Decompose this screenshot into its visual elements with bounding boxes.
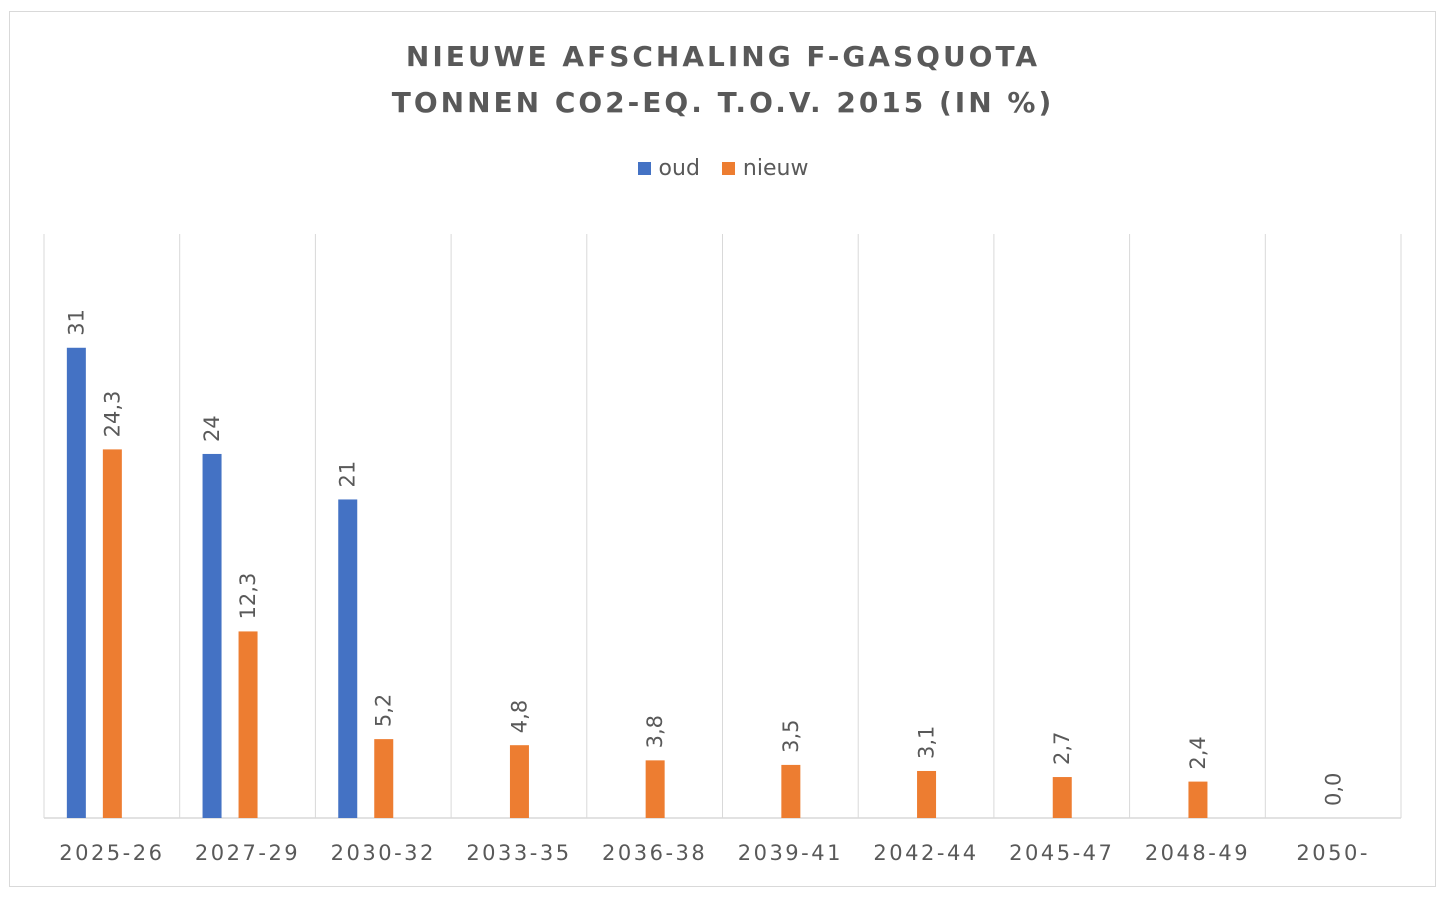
bar-nieuw-2033-35 — [509, 745, 529, 818]
x-tick-label: 2025-26 — [59, 841, 164, 865]
data-label-nieuw-2030-32: 5,2 — [372, 694, 396, 727]
bar-oud-2025-26 — [66, 347, 86, 818]
legend-label-oud: oud — [658, 156, 700, 181]
data-label-nieuw-2033-35: 4,8 — [507, 700, 531, 733]
bar-nieuw-2036-38 — [645, 760, 665, 818]
legend-swatch-nieuw — [721, 162, 735, 175]
chart-legend: oud nieuw — [0, 156, 1446, 181]
data-label-nieuw-2048-49: 2,4 — [1186, 736, 1210, 769]
bar-oud-2027-29 — [202, 453, 222, 818]
x-tick-label: 2027-29 — [195, 841, 300, 865]
data-label-nieuw-2050-: 0,0 — [1322, 773, 1346, 806]
legend-item-oud: oud — [637, 156, 700, 181]
data-label-nieuw-2027-29: 12,3 — [236, 573, 260, 620]
data-label-nieuw-2039-41: 3,5 — [779, 720, 803, 753]
data-label-oud-2030-32: 21 — [336, 461, 360, 488]
x-tick-label: 2045-47 — [1009, 841, 1114, 865]
data-label-oud-2025-26: 31 — [64, 309, 88, 336]
legend-swatch-oud — [637, 162, 651, 175]
bar-nieuw-2042-44 — [917, 770, 937, 818]
x-tick-label: 2050- — [1296, 841, 1370, 865]
data-label-nieuw-2045-47: 2,7 — [1050, 732, 1074, 765]
data-label-nieuw-2025-26: 24,3 — [100, 391, 124, 438]
bar-nieuw-2030-32 — [374, 739, 394, 818]
x-tick-label: 2048-49 — [1145, 841, 1250, 865]
x-tick-label: 2039-41 — [738, 841, 843, 865]
data-label-nieuw-2042-44: 3,1 — [915, 726, 939, 759]
data-label-nieuw-2036-38: 3,8 — [643, 715, 667, 748]
bar-nieuw-2045-47 — [1052, 777, 1072, 818]
x-tick-label: 2036-38 — [602, 841, 707, 865]
chart-title-line1: NIEUWE AFSCHALING F-GASQUOTA — [405, 40, 1041, 73]
x-tick-label: 2033-35 — [466, 841, 571, 865]
x-tick-label: 2030-32 — [331, 841, 436, 865]
bar-nieuw-2027-29 — [238, 631, 258, 818]
legend-item-nieuw: nieuw — [721, 156, 809, 181]
bar-oud-2030-32 — [338, 499, 358, 818]
chart-title-line2: TONNEN CO2-EQ. T.O.V. 2015 (IN %) — [391, 86, 1055, 119]
bar-nieuw-2048-49 — [1188, 781, 1208, 818]
x-tick-label: 2042-44 — [873, 841, 978, 865]
legend-label-nieuw: nieuw — [742, 156, 809, 181]
data-label-oud-2027-29: 24 — [200, 415, 224, 442]
bar-nieuw-2039-41 — [781, 764, 801, 818]
bar-nieuw-2025-26 — [102, 449, 122, 818]
